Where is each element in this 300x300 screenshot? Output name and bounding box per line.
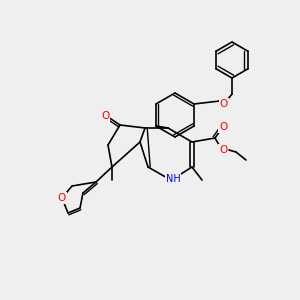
Text: O: O bbox=[219, 122, 227, 132]
Text: NH: NH bbox=[166, 174, 180, 184]
Text: O: O bbox=[58, 193, 66, 203]
Text: O: O bbox=[220, 99, 228, 109]
Text: O: O bbox=[101, 111, 109, 121]
Text: O: O bbox=[219, 145, 227, 155]
